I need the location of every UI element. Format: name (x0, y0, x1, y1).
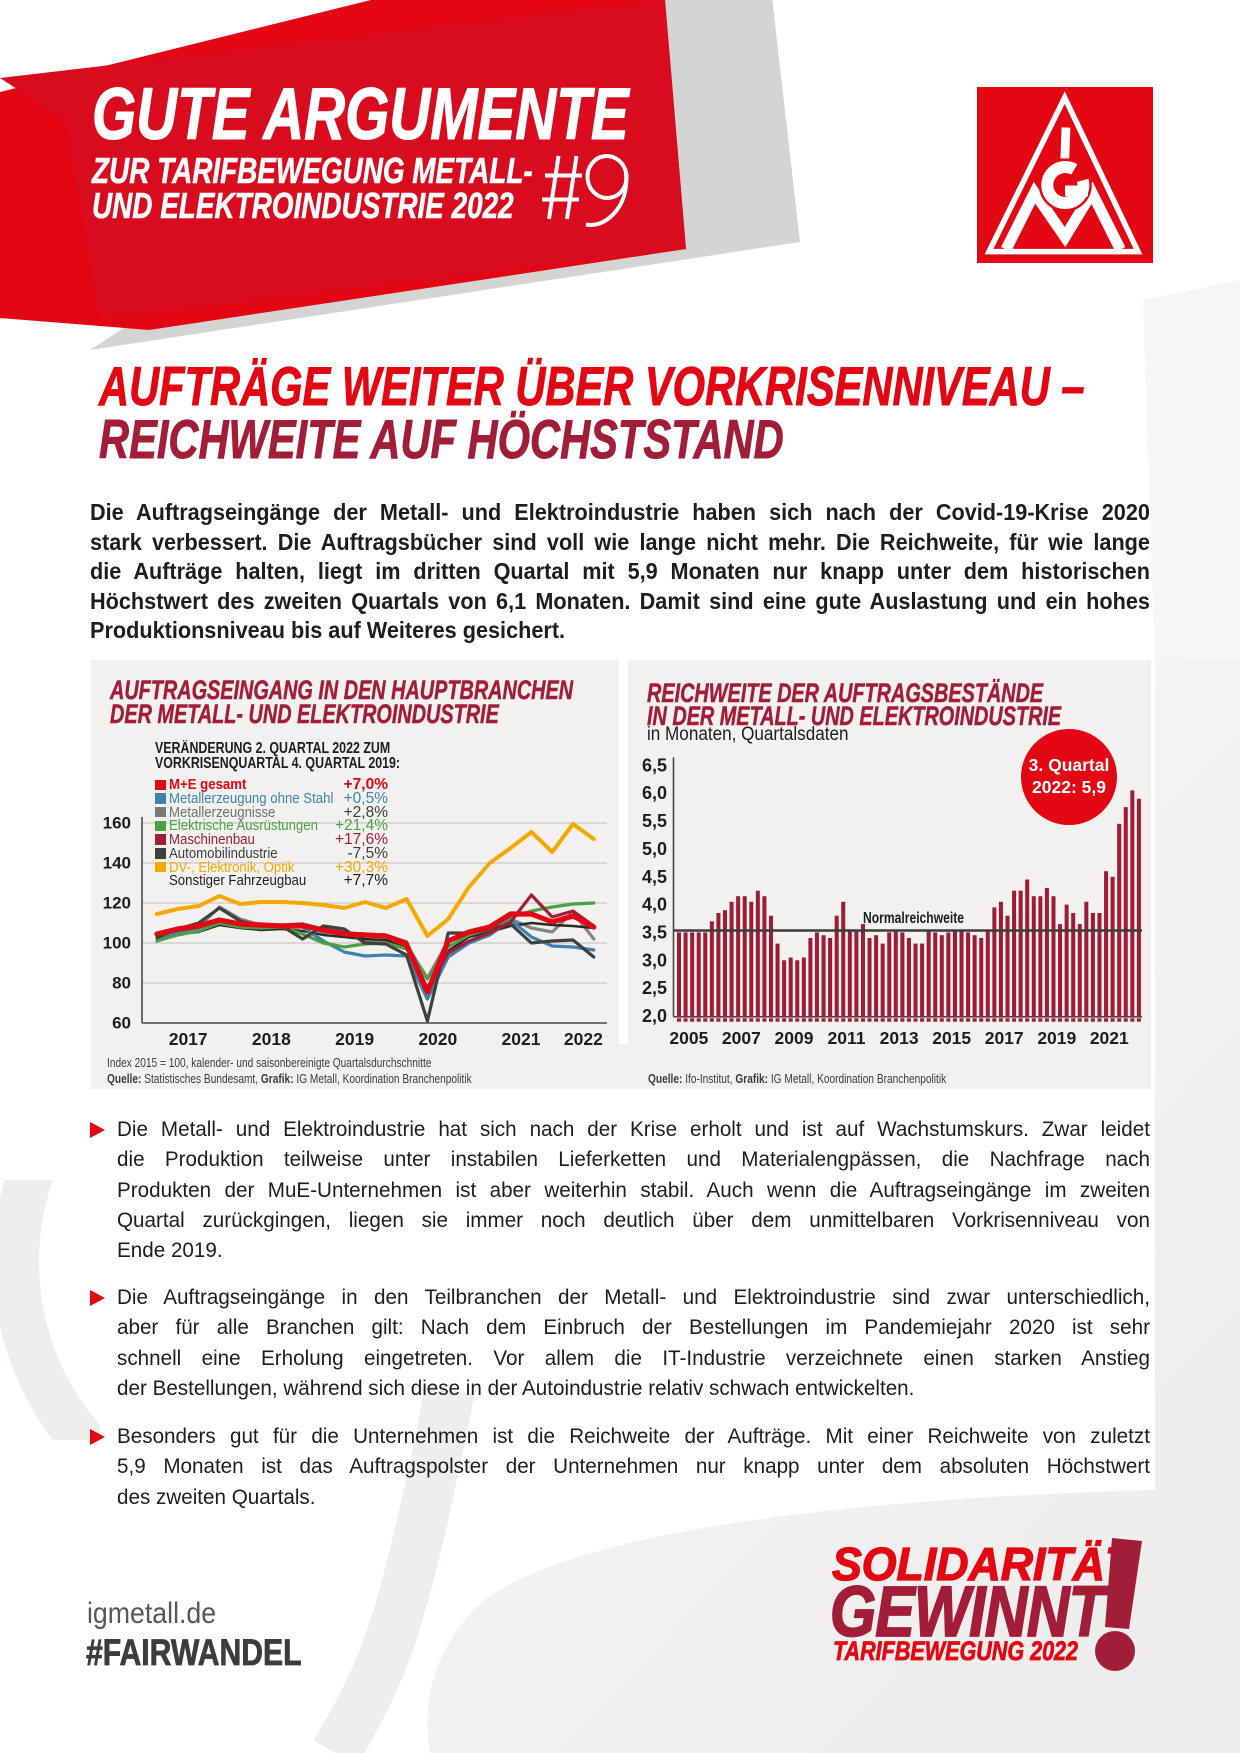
svg-text:2013: 2013 (880, 1028, 919, 1048)
svg-text:6,5: 6,5 (642, 755, 667, 775)
svg-text:2019: 2019 (335, 1029, 374, 1049)
svg-text:80: 80 (112, 974, 131, 993)
svg-text:60: 60 (112, 1014, 131, 1033)
svg-text:4,0: 4,0 (642, 895, 667, 915)
svg-text:5,0: 5,0 (642, 839, 667, 859)
svg-text:3,0: 3,0 (642, 950, 667, 970)
svg-text:Normalreichweite: Normalreichweite (863, 910, 964, 927)
svg-text:140: 140 (103, 854, 131, 873)
svg-text:120: 120 (103, 894, 131, 913)
svg-text:2018: 2018 (252, 1029, 291, 1049)
svg-text:2019: 2019 (1037, 1028, 1076, 1048)
svg-text:4,5: 4,5 (642, 867, 667, 887)
svg-text:2015: 2015 (932, 1028, 971, 1048)
svg-text:2,0: 2,0 (642, 1006, 667, 1026)
svg-text:3,5: 3,5 (642, 922, 667, 942)
svg-text:2005: 2005 (669, 1028, 708, 1048)
svg-text:2022: 2022 (564, 1029, 603, 1049)
svg-text:160: 160 (103, 814, 131, 833)
svg-text:5,5: 5,5 (642, 811, 667, 831)
svg-text:2017: 2017 (985, 1028, 1024, 1048)
svg-text:2,5: 2,5 (642, 978, 667, 998)
svg-text:6,0: 6,0 (642, 783, 667, 803)
svg-text:2009: 2009 (775, 1028, 814, 1048)
svg-text:2022: 5,9: 2022: 5,9 (1032, 777, 1106, 797)
svg-text:3. Quartal: 3. Quartal (1029, 755, 1110, 775)
svg-text:2021: 2021 (1090, 1028, 1129, 1048)
svg-text:2011: 2011 (828, 1028, 866, 1048)
svg-text:2017: 2017 (169, 1029, 208, 1049)
svg-text:100: 100 (103, 934, 131, 953)
svg-text:2007: 2007 (722, 1028, 761, 1048)
svg-text:2021: 2021 (502, 1029, 541, 1049)
svg-text:2020: 2020 (418, 1029, 457, 1049)
